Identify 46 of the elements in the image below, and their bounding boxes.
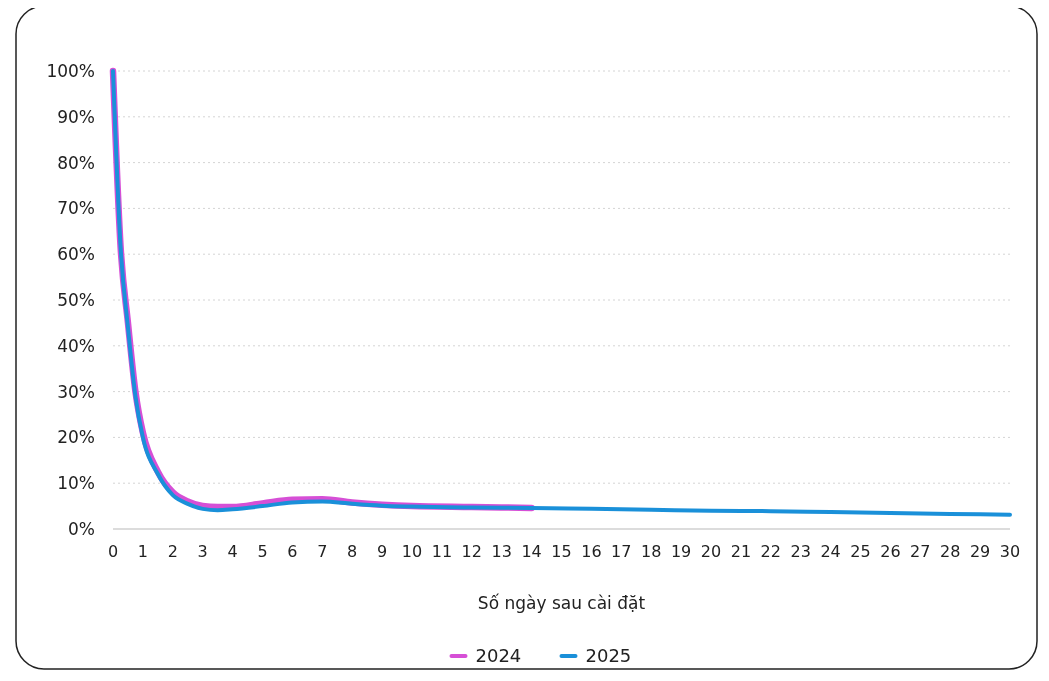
x-tick-label: 14 bbox=[521, 542, 542, 561]
x-tick-label: 24 bbox=[820, 542, 841, 561]
x-tick-label: 3 bbox=[197, 542, 208, 561]
x-tick-label: 11 bbox=[431, 542, 453, 561]
x-tick-label: 17 bbox=[611, 542, 632, 561]
x-tick-label: 6 bbox=[287, 542, 298, 561]
x-tick-label: 7 bbox=[317, 542, 328, 561]
y-tick-label: 20% bbox=[57, 427, 95, 448]
y-tick-label: 100% bbox=[46, 60, 95, 81]
x-tick-label: 12 bbox=[461, 542, 482, 561]
y-tick-label: 60% bbox=[57, 244, 95, 265]
x-tick-label: 10 bbox=[401, 542, 423, 561]
x-tick-label: 8 bbox=[347, 542, 358, 561]
y-tick-label: 30% bbox=[57, 381, 95, 402]
y-tick-label: 50% bbox=[57, 289, 95, 310]
y-tick-label: 40% bbox=[57, 335, 95, 356]
x-axis-title: Số ngày sau cài đặt bbox=[477, 593, 646, 613]
y-tick-label: 90% bbox=[57, 106, 95, 127]
x-tick-label: 5 bbox=[257, 542, 268, 561]
x-tick-label: 0 bbox=[107, 542, 119, 561]
x-tick-label: 2 bbox=[167, 542, 178, 561]
legend-label: 2025 bbox=[585, 645, 632, 667]
x-tick-label: 13 bbox=[491, 542, 512, 561]
x-tick-label: 20 bbox=[700, 542, 722, 561]
x-tick-label: 30 bbox=[999, 542, 1021, 561]
y-tick-label: 10% bbox=[57, 473, 95, 494]
x-tick-label: 21 bbox=[730, 542, 752, 561]
line-series bbox=[111, 69, 1012, 517]
x-tick-label: 4 bbox=[227, 542, 238, 561]
x-tick-label: 1 bbox=[137, 542, 148, 561]
y-tick-label: 0% bbox=[68, 518, 95, 539]
x-tick-label: 25 bbox=[850, 542, 871, 561]
x-tick-label: 23 bbox=[790, 542, 811, 561]
x-tick-label: 16 bbox=[581, 542, 602, 561]
legend-label: 2024 bbox=[475, 645, 522, 667]
x-tick-label: 26 bbox=[880, 542, 901, 561]
x-tick-label: 15 bbox=[551, 542, 572, 561]
x-tick-label: 28 bbox=[940, 542, 961, 561]
x-tick-label: 19 bbox=[670, 542, 692, 561]
x-tick-label: 27 bbox=[910, 542, 931, 561]
x-tick-label: 29 bbox=[969, 542, 991, 561]
y-tick-label: 70% bbox=[57, 198, 95, 219]
x-tick-label: 9 bbox=[377, 542, 388, 561]
y-tick-label: 80% bbox=[57, 152, 95, 173]
x-tick-label: 22 bbox=[760, 542, 781, 561]
x-tick-label: 18 bbox=[641, 542, 662, 561]
